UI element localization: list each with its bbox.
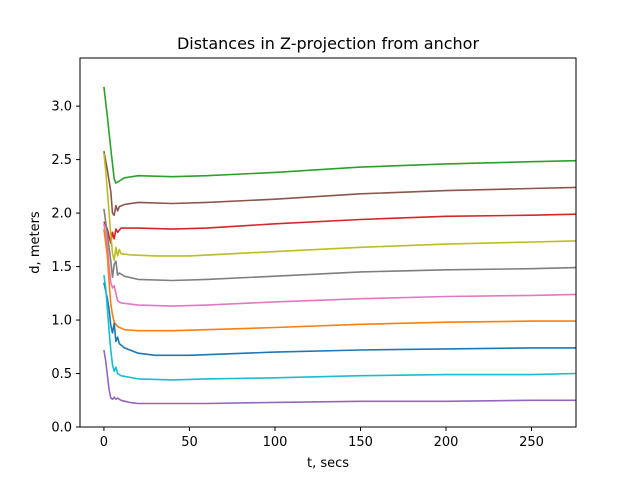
y-tick-label: 2.5: [51, 153, 72, 168]
chart-title: Distances in Z-projection from anchor: [177, 34, 479, 53]
x-tick-label: 250: [519, 435, 544, 450]
x-tick-label: 0: [100, 435, 108, 450]
y-tick-label: 0.0: [51, 421, 72, 436]
x-tick-label: 50: [181, 435, 198, 450]
series-line-6: [103, 223, 577, 307]
x-axis-label: t, secs: [307, 456, 349, 471]
series-line-3: [103, 213, 577, 244]
plot-area: [79, 57, 577, 428]
series-line-8: [103, 282, 576, 357]
x-tick-label: 200: [434, 435, 459, 450]
series-line-2: [103, 150, 577, 216]
y-tick-label: 0.5: [51, 367, 72, 382]
series-line-5: [103, 208, 577, 282]
y-tick-label: 3.0: [51, 100, 72, 115]
y-axis-label: d, meters: [28, 211, 43, 274]
y-tick-label: 1.0: [51, 314, 72, 329]
series-line-1: [103, 86, 577, 184]
series-line-4: [103, 153, 577, 261]
series-line-7: [103, 228, 576, 332]
series-line-10: [103, 349, 576, 405]
x-tick-label: 100: [263, 435, 288, 450]
series-line-9: [103, 274, 577, 381]
y-tick-label: 2.0: [51, 207, 72, 222]
y-tick-label: 1.5: [51, 260, 72, 275]
x-tick-label: 150: [348, 435, 373, 450]
